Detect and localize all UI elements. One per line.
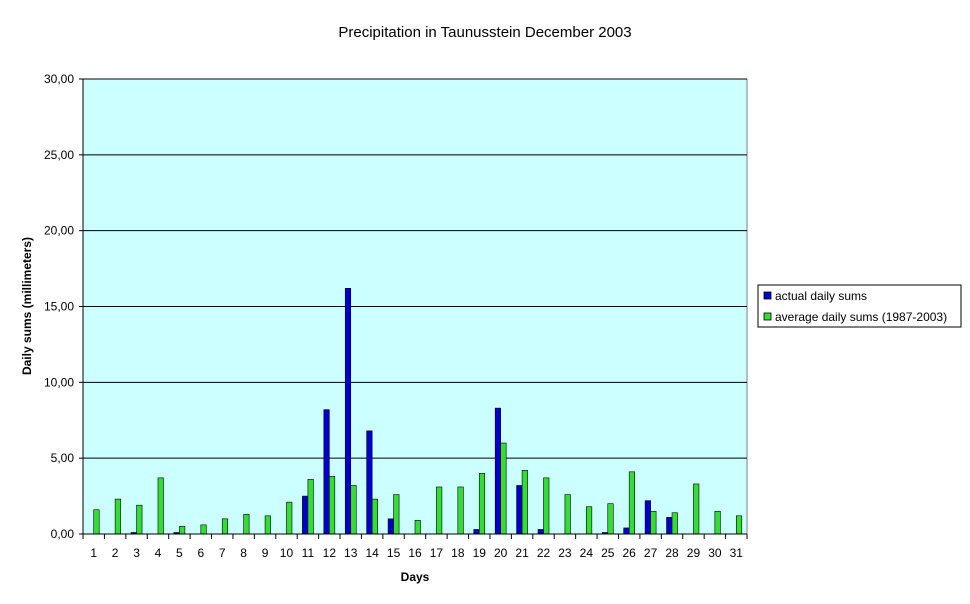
bar-average	[543, 477, 550, 535]
bar-actual	[302, 495, 309, 535]
bar-average	[500, 442, 507, 535]
x-tick-label: 23	[558, 546, 572, 560]
bar-average	[735, 515, 743, 535]
x-tick-label: 18	[451, 546, 465, 560]
bar-average	[650, 510, 657, 535]
x-tick-label: 24	[580, 546, 594, 560]
chart-title: Precipitation in Taunusstein December 20…	[338, 24, 631, 41]
x-tick-label: 15	[387, 546, 401, 560]
x-axis: 1 2 3 4 5 6 7 8 9 10 11 12 13 14 15 16 17 18 19 20 21 22 23 24 2…	[82, 533, 748, 560]
bar-average	[136, 504, 143, 535]
bar-actual	[623, 527, 630, 535]
x-tick-label: 8	[240, 546, 247, 560]
x-tick-label: 2	[112, 546, 119, 560]
legend-box	[757, 284, 962, 328]
bar-average	[564, 494, 571, 535]
bar-average	[457, 486, 464, 535]
y-tick-label: 5,00	[51, 451, 75, 465]
bar-actual	[494, 407, 501, 535]
legend-swatch-actual	[763, 291, 772, 300]
x-tick-label: 30	[708, 546, 722, 560]
x-tick-label: 1	[90, 546, 97, 560]
y-tick-label: 15,00	[44, 300, 74, 314]
x-tick-label: 3	[133, 546, 140, 560]
bar-actual	[366, 430, 373, 535]
y-tick-label: 25,00	[44, 148, 74, 162]
x-tick-label: 22	[537, 546, 551, 560]
bar-average	[693, 483, 700, 535]
bar-average	[436, 486, 443, 535]
x-tick-label: 27	[644, 546, 658, 560]
x-tick-label: 31	[730, 546, 744, 560]
bar-average	[264, 515, 271, 535]
bar-average	[393, 494, 400, 535]
bar-actual	[537, 529, 544, 535]
x-tick-label: 25	[601, 546, 615, 560]
bar-average	[243, 513, 250, 535]
x-tick-label: 6	[197, 546, 204, 560]
bar-average	[286, 501, 293, 535]
bar-average	[628, 471, 635, 535]
bar-average	[414, 520, 421, 535]
bar-average	[586, 506, 593, 535]
y-axis-label: Daily sums (millimeters)	[20, 237, 34, 375]
x-tick-label: 19	[473, 546, 487, 560]
bar-actual	[666, 517, 673, 535]
x-tick-label: 13	[344, 546, 358, 560]
x-tick-label: 28	[665, 546, 679, 560]
bar-average	[179, 526, 186, 535]
x-tick-label: 4	[155, 546, 162, 560]
x-tick-label: 11	[302, 546, 315, 560]
x-tick-label: 9	[262, 546, 269, 560]
bar-actual	[344, 287, 352, 535]
bar-average	[607, 503, 614, 535]
bar-average	[521, 469, 528, 535]
bar-average	[307, 479, 314, 535]
bar-average	[350, 485, 357, 535]
y-tick-label: 20,00	[44, 224, 74, 238]
bar-actual	[387, 518, 394, 535]
y-tick-label: 10,00	[44, 375, 74, 389]
gridlines	[83, 78, 747, 459]
bar-average	[221, 518, 229, 535]
x-tick-label: 10	[280, 546, 294, 560]
x-tick-label: 12	[323, 546, 337, 560]
bar-actual	[473, 529, 480, 535]
bar-average	[371, 498, 378, 535]
x-tick-label: 20	[494, 546, 508, 560]
x-axis-label: Days	[401, 570, 430, 584]
bar-average	[114, 498, 121, 535]
bar-average	[93, 509, 100, 535]
legend-label-actual: actual daily sums	[775, 289, 867, 303]
y-tick-label: 0,00	[51, 527, 75, 541]
x-tick-label: 29	[687, 546, 701, 560]
legend-swatch-average	[763, 312, 772, 321]
bar-average	[329, 476, 336, 535]
bar-average	[714, 510, 721, 535]
x-tick-label: 17	[430, 546, 444, 560]
y-tick-label: 30,00	[44, 72, 74, 86]
legend-label-average: average daily sums (1987-2003)	[775, 310, 947, 324]
bar-actual	[644, 500, 651, 535]
bar-average	[157, 477, 164, 535]
bar-average	[200, 524, 207, 535]
y-axis: 0,00 5,00 10,00 15,00 20,00 25,00 30,00	[44, 72, 84, 541]
bar-average	[478, 473, 486, 535]
x-tick-label: 16	[408, 546, 422, 560]
x-tick-label: 21	[515, 546, 529, 560]
bar-actual	[516, 485, 523, 535]
bar-average	[671, 512, 678, 535]
legend: actual daily sums average daily sums (19…	[757, 284, 962, 328]
bars	[93, 287, 743, 535]
bar-actual	[323, 409, 330, 535]
x-tick-label: 14	[365, 546, 379, 560]
x-tick-label: 7	[219, 546, 226, 560]
x-tick-label: 5	[176, 546, 183, 560]
x-tick-label: 26	[623, 546, 637, 560]
